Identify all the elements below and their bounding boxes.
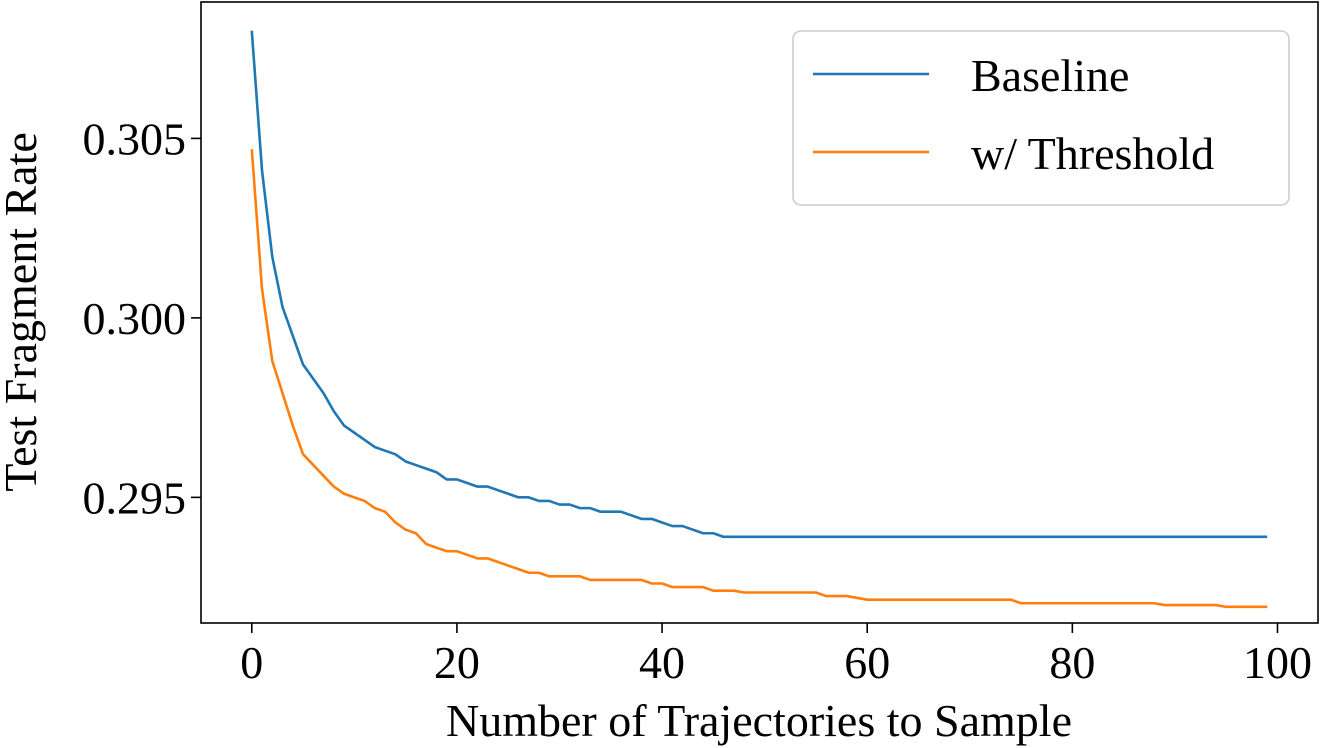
legend: Baseline w/ Threshold <box>792 30 1290 206</box>
x-tick-label: 40 <box>639 637 685 688</box>
y-axis-ticks: 0.295 0.300 0.305 <box>83 113 201 523</box>
x-tick-label: 20 <box>434 637 480 688</box>
y-tick-label: 0.305 <box>83 113 187 164</box>
series-line-baseline <box>250 30 1268 539</box>
y-tick-label: 0.295 <box>83 472 187 523</box>
legend-label-baseline: Baseline <box>971 50 1129 101</box>
y-tick-label: 0.300 <box>83 293 187 344</box>
legend-label-threshold: w/ Threshold <box>971 128 1214 179</box>
x-tick-label: 60 <box>844 637 890 688</box>
series-line-threshold <box>250 149 1268 609</box>
y-axis-label: Test Fragment Rate <box>0 132 46 492</box>
x-tick-label: 100 <box>1243 637 1312 688</box>
x-axis-ticks: 0 20 40 60 80 100 <box>240 623 1312 688</box>
x-axis-label: Number of Trajectories to Sample <box>446 695 1072 746</box>
plot-content <box>250 30 1268 609</box>
x-tick-label: 0 <box>240 637 263 688</box>
x-tick-label: 80 <box>1049 637 1095 688</box>
plot-frame <box>200 1 1319 624</box>
